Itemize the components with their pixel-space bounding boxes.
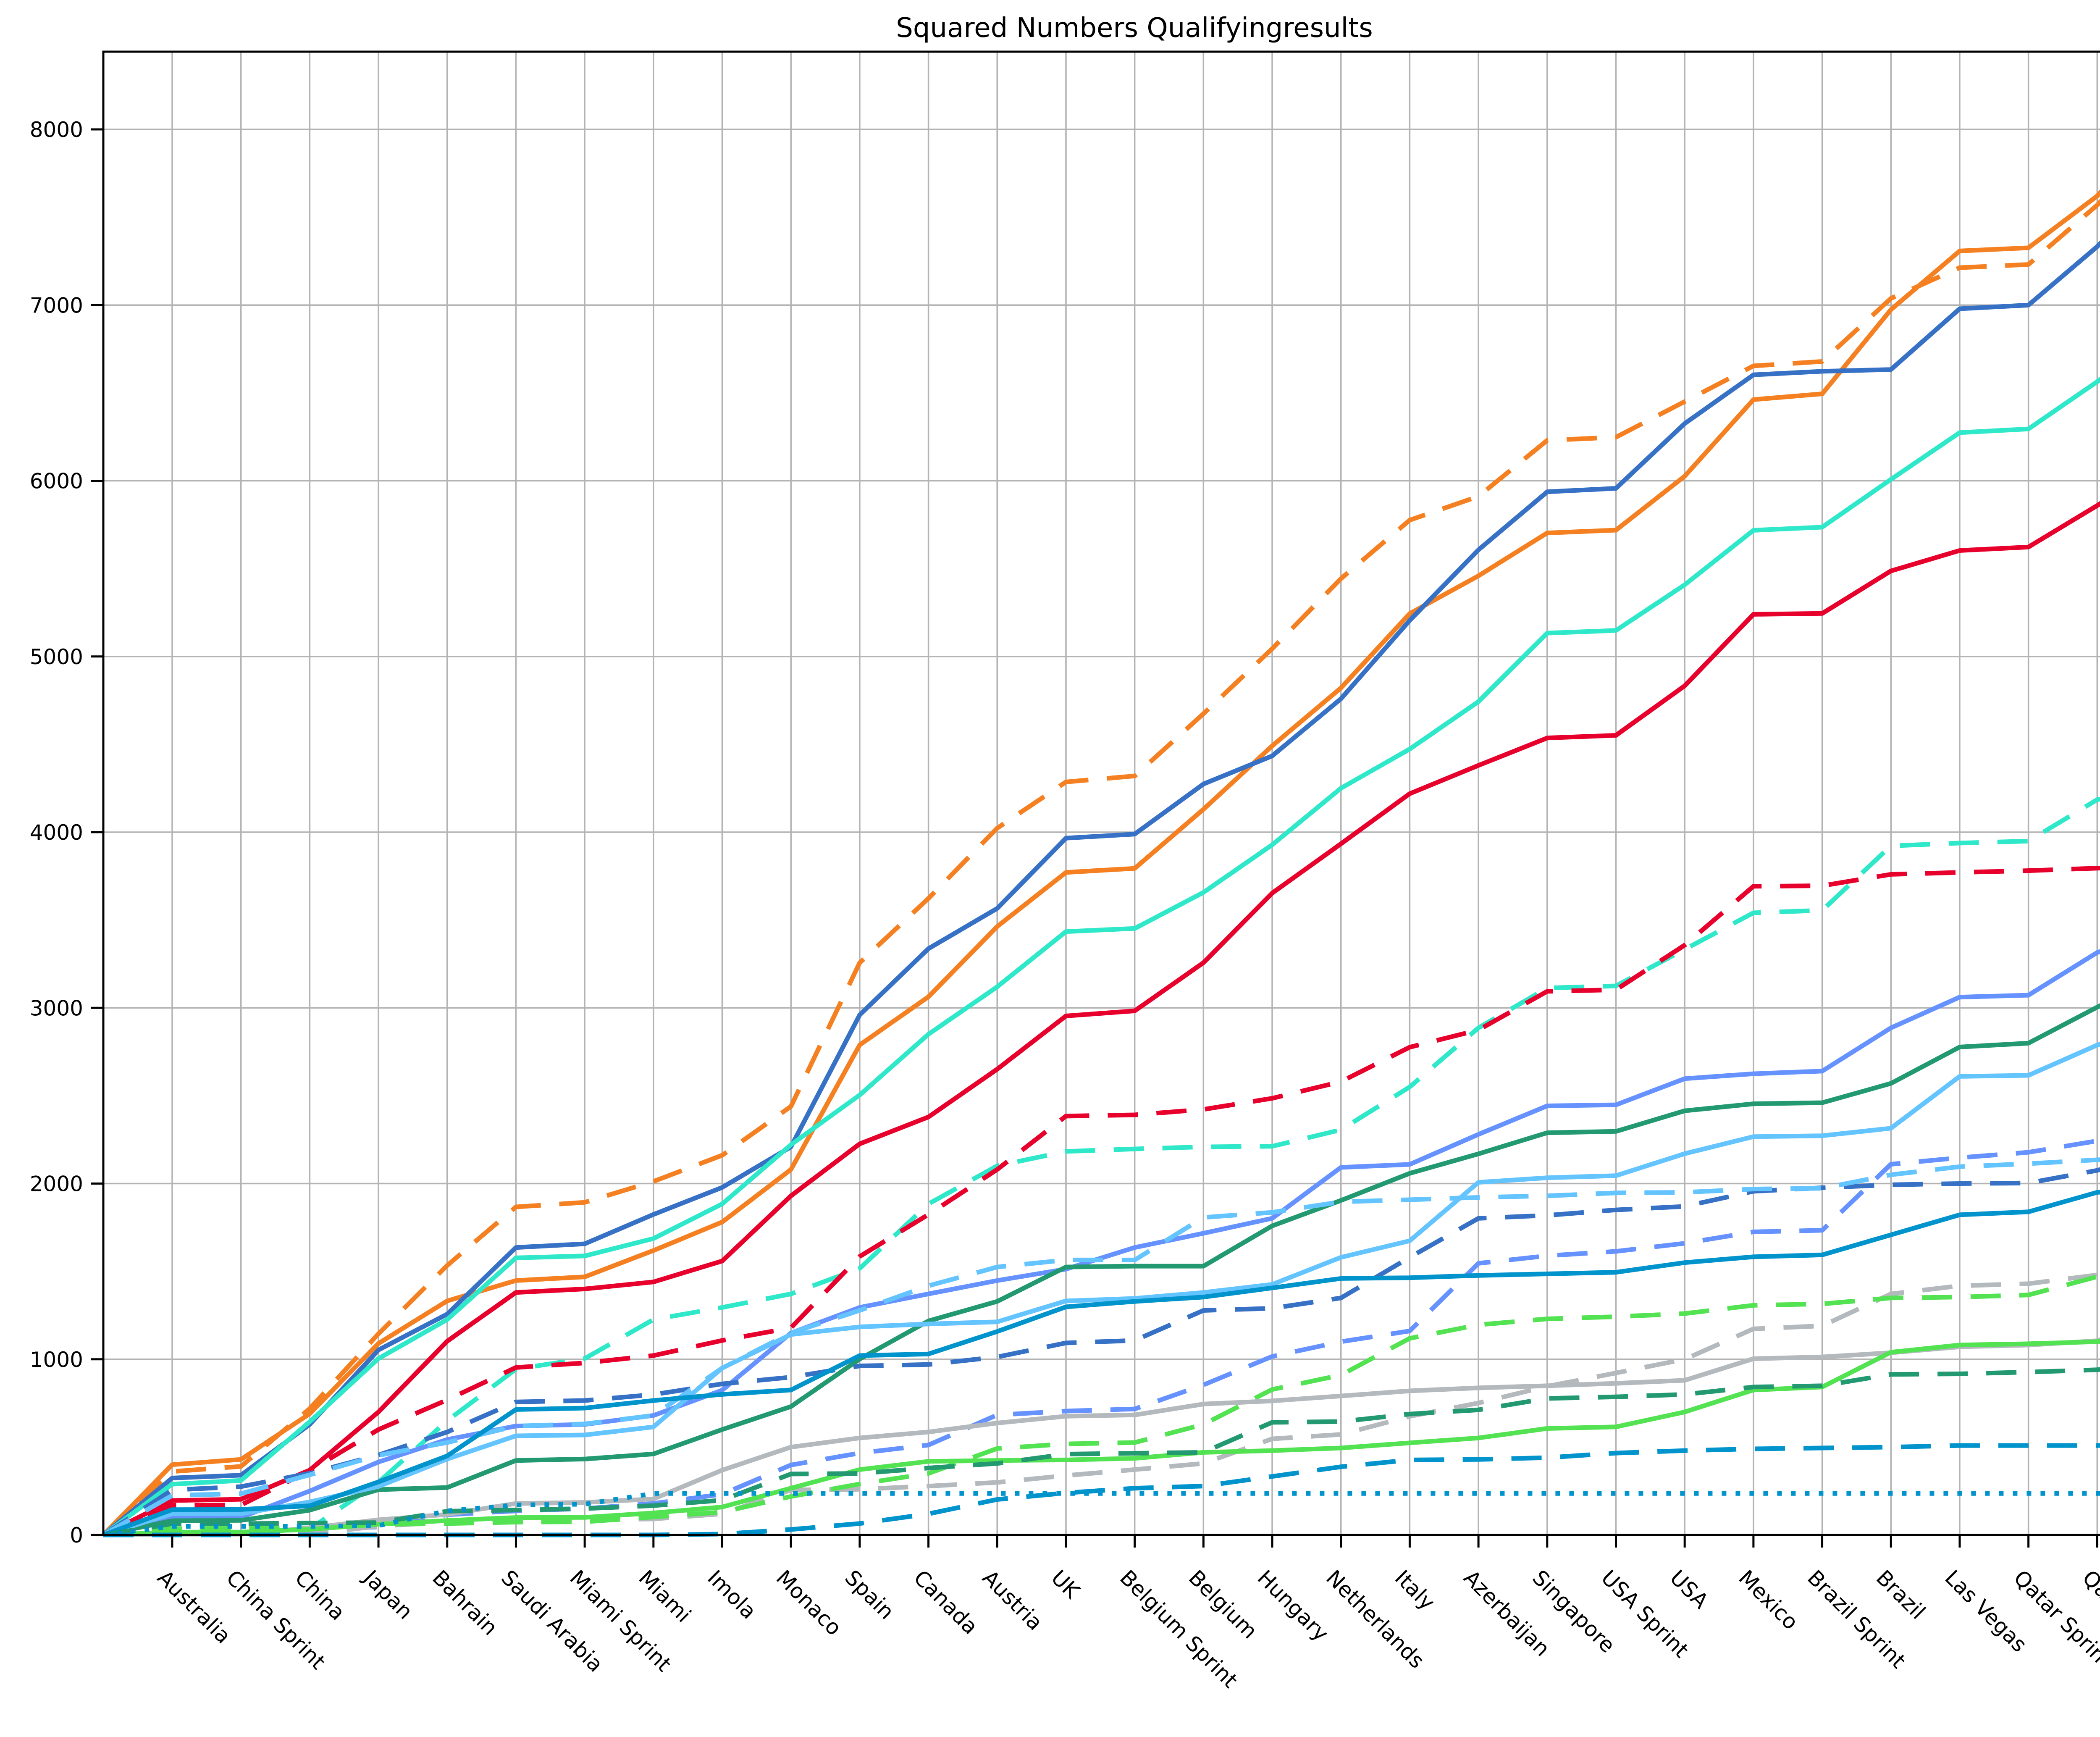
series-line-Ant [103,796,2100,1537]
series-line-Gas [102,1190,2100,1537]
series-line-Nor [102,189,2100,1537]
y-tick-label: 7000 [30,293,83,318]
series-line-Alb [102,1157,2100,1537]
series-line-Pia [102,199,2100,1537]
y-tick-label: 0 [70,1523,83,1548]
series-line-Str [103,1367,2100,1537]
y-tick-label: 6000 [30,469,83,494]
y-tick-label: 2000 [30,1172,83,1196]
y-tick-label: 3000 [30,996,83,1020]
series-line-Bor [103,1274,2100,1537]
series-line-Rus [102,376,2100,1537]
series-line-Ver [102,240,2100,1537]
series-line-Oco [103,1337,2100,1537]
series-line-Doo [103,1491,2100,1537]
series-line-Sai [102,1041,2100,1537]
y-tick-label: 1000 [30,1348,83,1372]
series-line-Alo [102,1003,2100,1537]
y-tick-label: 8000 [30,118,83,142]
series-layer [102,189,2100,1537]
y-tick-label: 4000 [30,820,83,845]
series-line-Had [102,949,2100,1537]
grid-layer [103,52,2100,1535]
y-tick-label: 5000 [30,645,83,669]
series-line-Ham [102,865,2100,1537]
series-line-Lec [102,501,2100,1537]
chart-title: Squared Numbers Qualifyingresults [896,13,1373,44]
series-line-Tsu [102,1167,2100,1537]
